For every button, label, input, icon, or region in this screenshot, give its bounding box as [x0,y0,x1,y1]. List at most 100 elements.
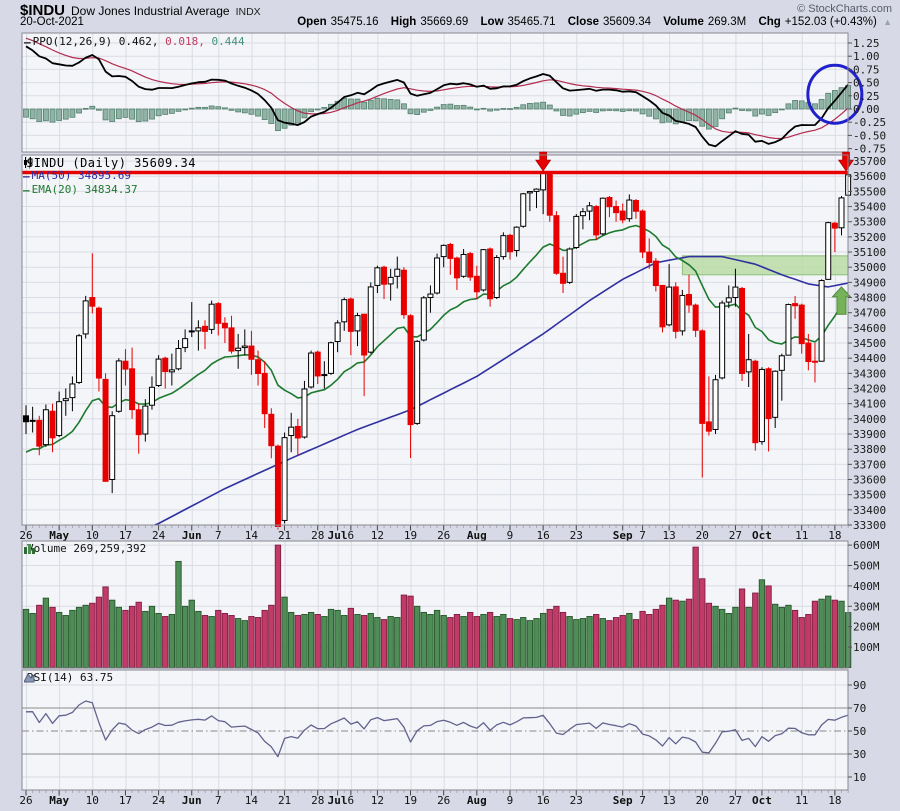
svg-text:Jun: Jun [182,529,202,542]
svg-text:18: 18 [828,794,841,807]
svg-text:35500: 35500 [853,185,886,198]
symbol: $INDU [20,2,66,19]
low-value: 35465.71 [507,16,556,28]
open-value: 35475.16 [330,16,379,28]
volume-label: Volume [663,16,704,28]
svg-text:17: 17 [119,529,132,542]
svg-text:0.00: 0.00 [853,103,880,116]
ppo-panel: 1.251.000.750.500.250.00-0.25-0.50-0.75 [21,32,886,156]
svg-text:28: 28 [311,529,324,542]
svg-text:13: 13 [662,794,675,807]
svg-text:0.25: 0.25 [853,90,880,103]
price-legend: $INDU (Daily) 35609.34 — MA(50) 34895.69 … [23,157,196,197]
ma50-legend: — MA(50) 34895.69 [23,169,131,183]
ema20-line-icon: — [23,184,30,197]
svg-text:35300: 35300 [853,216,886,229]
svg-text:7: 7 [215,794,222,807]
svg-text:13: 13 [662,529,675,542]
ppo-value: 0.462, [118,35,159,48]
svg-text:50: 50 [853,725,866,738]
date-axis-top: 26 May 10 17 24 Jun 7 14 21 28 Jul 6 12 19 26 Aug 9 16 23 S… [19,525,849,542]
ppo-legend: — PPO(12,26,9) 0.462, 0.018, 0.444 [24,36,245,49]
volume-legend: Volume 269,259,392 [24,543,146,555]
svg-text:34600: 34600 [853,322,886,335]
svg-text:21: 21 [278,794,291,807]
svg-text:23: 23 [570,794,583,807]
ppo-signal-value: 0.444 [211,35,245,48]
svg-text:16: 16 [537,529,550,542]
high-value: 35669.69 [420,16,469,28]
svg-text:Oct: Oct [752,529,772,542]
svg-text:30: 30 [853,748,866,761]
svg-text:16: 16 [537,794,550,807]
close-label: Close [567,16,600,28]
svg-text:0.50: 0.50 [853,77,880,90]
svg-text:100M: 100M [853,641,880,654]
svg-text:33900: 33900 [853,428,886,441]
svg-text:26: 26 [437,529,450,542]
svg-text:34800: 34800 [853,292,886,305]
rsi-legend-value: 63.75 [79,671,114,684]
svg-text:20: 20 [696,529,709,542]
quote-row: 20-Oct-2021 Open 35475.16 High 35669.69 Lo… [20,16,892,30]
svg-text:34500: 34500 [853,337,886,350]
svg-text:Aug: Aug [467,529,487,542]
rsi-legend: RSI(14) 63.75 [24,672,113,684]
svg-text:90: 90 [853,679,866,692]
symbol-name: Dow Jones Industrial Average [71,4,230,18]
chg-label: Chg [758,16,781,28]
svg-text:33400: 33400 [853,504,886,517]
svg-text:26: 26 [19,794,32,807]
ohlc-quote: Open 35475.16 High 35669.69 Low 35465.71 Cl… [288,16,892,28]
svg-text:24: 24 [152,529,166,542]
svg-text:27: 27 [729,529,742,542]
high-label: High [390,16,417,28]
rsi-panel: 90 70 50 30 10 [21,669,866,791]
svg-text:1.00: 1.00 [853,50,880,63]
svg-text:34900: 34900 [853,276,886,289]
svg-text:21: 21 [278,529,291,542]
date-axis-bottom: 26 May 10 17 24 Jun 7 14 21 28 Jul 6 12 19 26 Aug 9 16 23 S… [19,790,849,807]
svg-text:12: 12 [371,794,384,807]
svg-text:600M: 600M [853,539,880,552]
volume-legend-label: Volume [27,542,67,555]
volume-panel: 600M 500M 400M 300M 200M 100M [21,539,880,669]
red-down-arrow [837,151,855,172]
svg-text:33600: 33600 [853,474,886,487]
svg-text:10: 10 [86,529,99,542]
svg-text:34200: 34200 [853,383,886,396]
svg-text:10: 10 [853,771,866,784]
svg-text:70: 70 [853,702,866,715]
volume-legend-value: 269,259,392 [73,542,147,555]
svg-text:Oct: Oct [752,794,772,807]
svg-text:1.25: 1.25 [853,37,880,50]
svg-text:11: 11 [795,529,808,542]
svg-text:9: 9 [507,794,514,807]
candles [23,165,852,530]
chg-value: +152.03 (+0.43%) [784,16,877,28]
svg-text:Aug: Aug [467,794,487,807]
svg-text:35000: 35000 [853,261,886,274]
price-panel: 33300 33400 33500 33600 33700 33800 33900 34000… [21,151,886,532]
svg-text:6: 6 [348,794,355,807]
volume-value: 269.3M [707,16,747,28]
svg-text:19: 19 [404,794,417,807]
svg-text:34100: 34100 [853,398,886,411]
svg-text:400M: 400M [853,580,880,593]
svg-text:6: 6 [348,529,355,542]
svg-text:200M: 200M [853,621,880,634]
svg-text:24: 24 [152,794,166,807]
ppo-hist-value: 0.018, [165,35,205,48]
svg-text:23: 23 [570,529,583,542]
svg-text:Jul: Jul [328,794,348,807]
svg-text:33800: 33800 [853,443,886,456]
svg-text:33700: 33700 [853,458,886,471]
svg-text:35700: 35700 [853,155,886,168]
ppo-legend-name: PPO(12,26,9) [32,35,113,48]
rsi-legend-label: RSI(14) [27,671,74,684]
svg-text:14: 14 [245,794,259,807]
svg-text:27: 27 [729,794,742,807]
svg-text:18: 18 [828,529,841,542]
ppo-line-icon: — [24,36,31,49]
